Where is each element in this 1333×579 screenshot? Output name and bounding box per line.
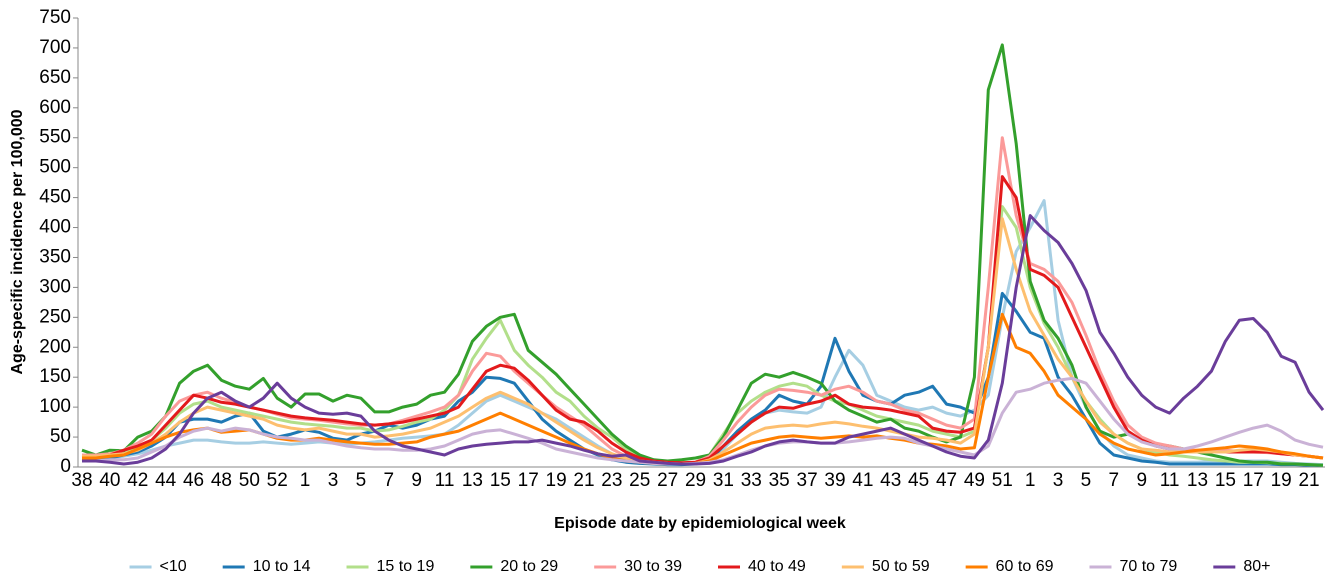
x-tick-label: 13 xyxy=(1187,470,1208,491)
y-tick-label: 50 xyxy=(50,426,71,447)
x-tick-label: 40 xyxy=(99,470,120,491)
x-tick-label: 48 xyxy=(211,470,232,491)
x-tick-label: 23 xyxy=(601,470,622,491)
y-tick-label: 450 xyxy=(39,187,71,208)
legend-label: 30 to 39 xyxy=(624,558,682,575)
x-tick-label: 11 xyxy=(1160,470,1180,491)
x-tick-label: 41 xyxy=(852,470,873,491)
x-tick-label: 15 xyxy=(1215,470,1236,491)
x-tick-label: 17 xyxy=(1243,470,1264,491)
x-axis-title: Episode date by epidemiological week xyxy=(554,515,846,532)
legend-label: 15 to 19 xyxy=(377,558,435,575)
x-tick-label: 7 xyxy=(383,470,394,491)
x-tick-label: 9 xyxy=(411,470,422,491)
y-tick-label: 700 xyxy=(39,37,71,58)
x-tick-label: 21 xyxy=(573,470,594,491)
y-tick-label: 150 xyxy=(39,366,71,387)
series-line xyxy=(81,205,1324,467)
y-tick-label: 0 xyxy=(60,456,71,477)
x-tick-label: 42 xyxy=(127,470,148,491)
x-tick-label: 50 xyxy=(239,470,260,491)
x-tick-label: 5 xyxy=(356,470,367,491)
y-tick-label: 650 xyxy=(39,67,71,88)
x-tick-label: 1 xyxy=(1025,470,1036,491)
x-tick-label: 9 xyxy=(1136,470,1147,491)
x-tick-label: 49 xyxy=(964,470,985,491)
legend-label: 10 to 14 xyxy=(253,558,311,575)
y-tick-label: 500 xyxy=(39,157,71,178)
y-tick-label: 300 xyxy=(39,276,71,297)
x-tick-label: 21 xyxy=(1298,470,1319,491)
legend-label: 70 to 79 xyxy=(1119,558,1177,575)
x-tick-label: 19 xyxy=(546,470,567,491)
y-tick-label: 400 xyxy=(39,217,71,238)
x-tick-label: 51 xyxy=(992,470,1013,491)
y-tick-label: 350 xyxy=(39,246,71,267)
x-tick-label: 11 xyxy=(435,470,455,491)
x-tick-label: 17 xyxy=(518,470,539,491)
legend-label: 80+ xyxy=(1243,558,1270,575)
x-tick-label: 25 xyxy=(629,470,650,491)
x-tick-label: 3 xyxy=(1053,470,1064,491)
x-tick-label: 5 xyxy=(1081,470,1092,491)
series-line xyxy=(82,214,1325,466)
x-tick-label: 31 xyxy=(713,470,734,491)
x-tick-label: 29 xyxy=(685,470,706,491)
x-tick-label: 19 xyxy=(1271,470,1292,491)
legend-label: <10 xyxy=(160,558,187,575)
x-tick-label: 35 xyxy=(769,470,790,491)
plot-area: 0501001502002503003504004505005506006507… xyxy=(39,7,1325,491)
x-tick-label: 38 xyxy=(71,470,92,491)
x-tick-label: 37 xyxy=(797,470,818,491)
x-tick-label: 27 xyxy=(657,470,678,491)
x-tick-label: 15 xyxy=(490,470,511,491)
y-tick-label: 100 xyxy=(39,396,71,417)
y-tick-label: 250 xyxy=(39,306,71,327)
x-tick-label: 33 xyxy=(741,470,762,491)
y-tick-label: 550 xyxy=(39,127,71,148)
legend-label: 60 to 69 xyxy=(996,558,1054,575)
legend-label: 40 to 49 xyxy=(748,558,806,575)
x-tick-label: 3 xyxy=(328,470,339,491)
y-tick-label: 600 xyxy=(39,97,71,118)
y-axis-title: Age-specific incidence per 100,000 xyxy=(9,109,26,374)
x-tick-label: 44 xyxy=(155,470,177,491)
series-line xyxy=(82,217,1324,466)
y-tick-label: 200 xyxy=(39,336,71,357)
x-tick-label: 43 xyxy=(880,470,901,491)
series-line xyxy=(81,43,1324,467)
x-tick-label: 46 xyxy=(183,470,204,491)
series-line xyxy=(81,199,1324,467)
x-tick-label: 47 xyxy=(936,470,957,491)
x-tick-label: 1 xyxy=(300,470,311,491)
x-tick-label: 39 xyxy=(824,470,845,491)
x-tick-label: 13 xyxy=(462,470,483,491)
x-tick-label: 7 xyxy=(1109,470,1120,491)
legend-label: 50 to 59 xyxy=(872,558,930,575)
y-tick-label: 750 xyxy=(39,7,71,28)
x-tick-label: 52 xyxy=(267,470,288,491)
series-line xyxy=(82,136,1324,465)
legend: <10 10 to 14 15 to 19 20 to 29 30 to 39 40 to… xyxy=(129,558,1270,575)
legend-label: 20 to 29 xyxy=(500,558,558,575)
x-tick-label: 45 xyxy=(908,470,929,491)
